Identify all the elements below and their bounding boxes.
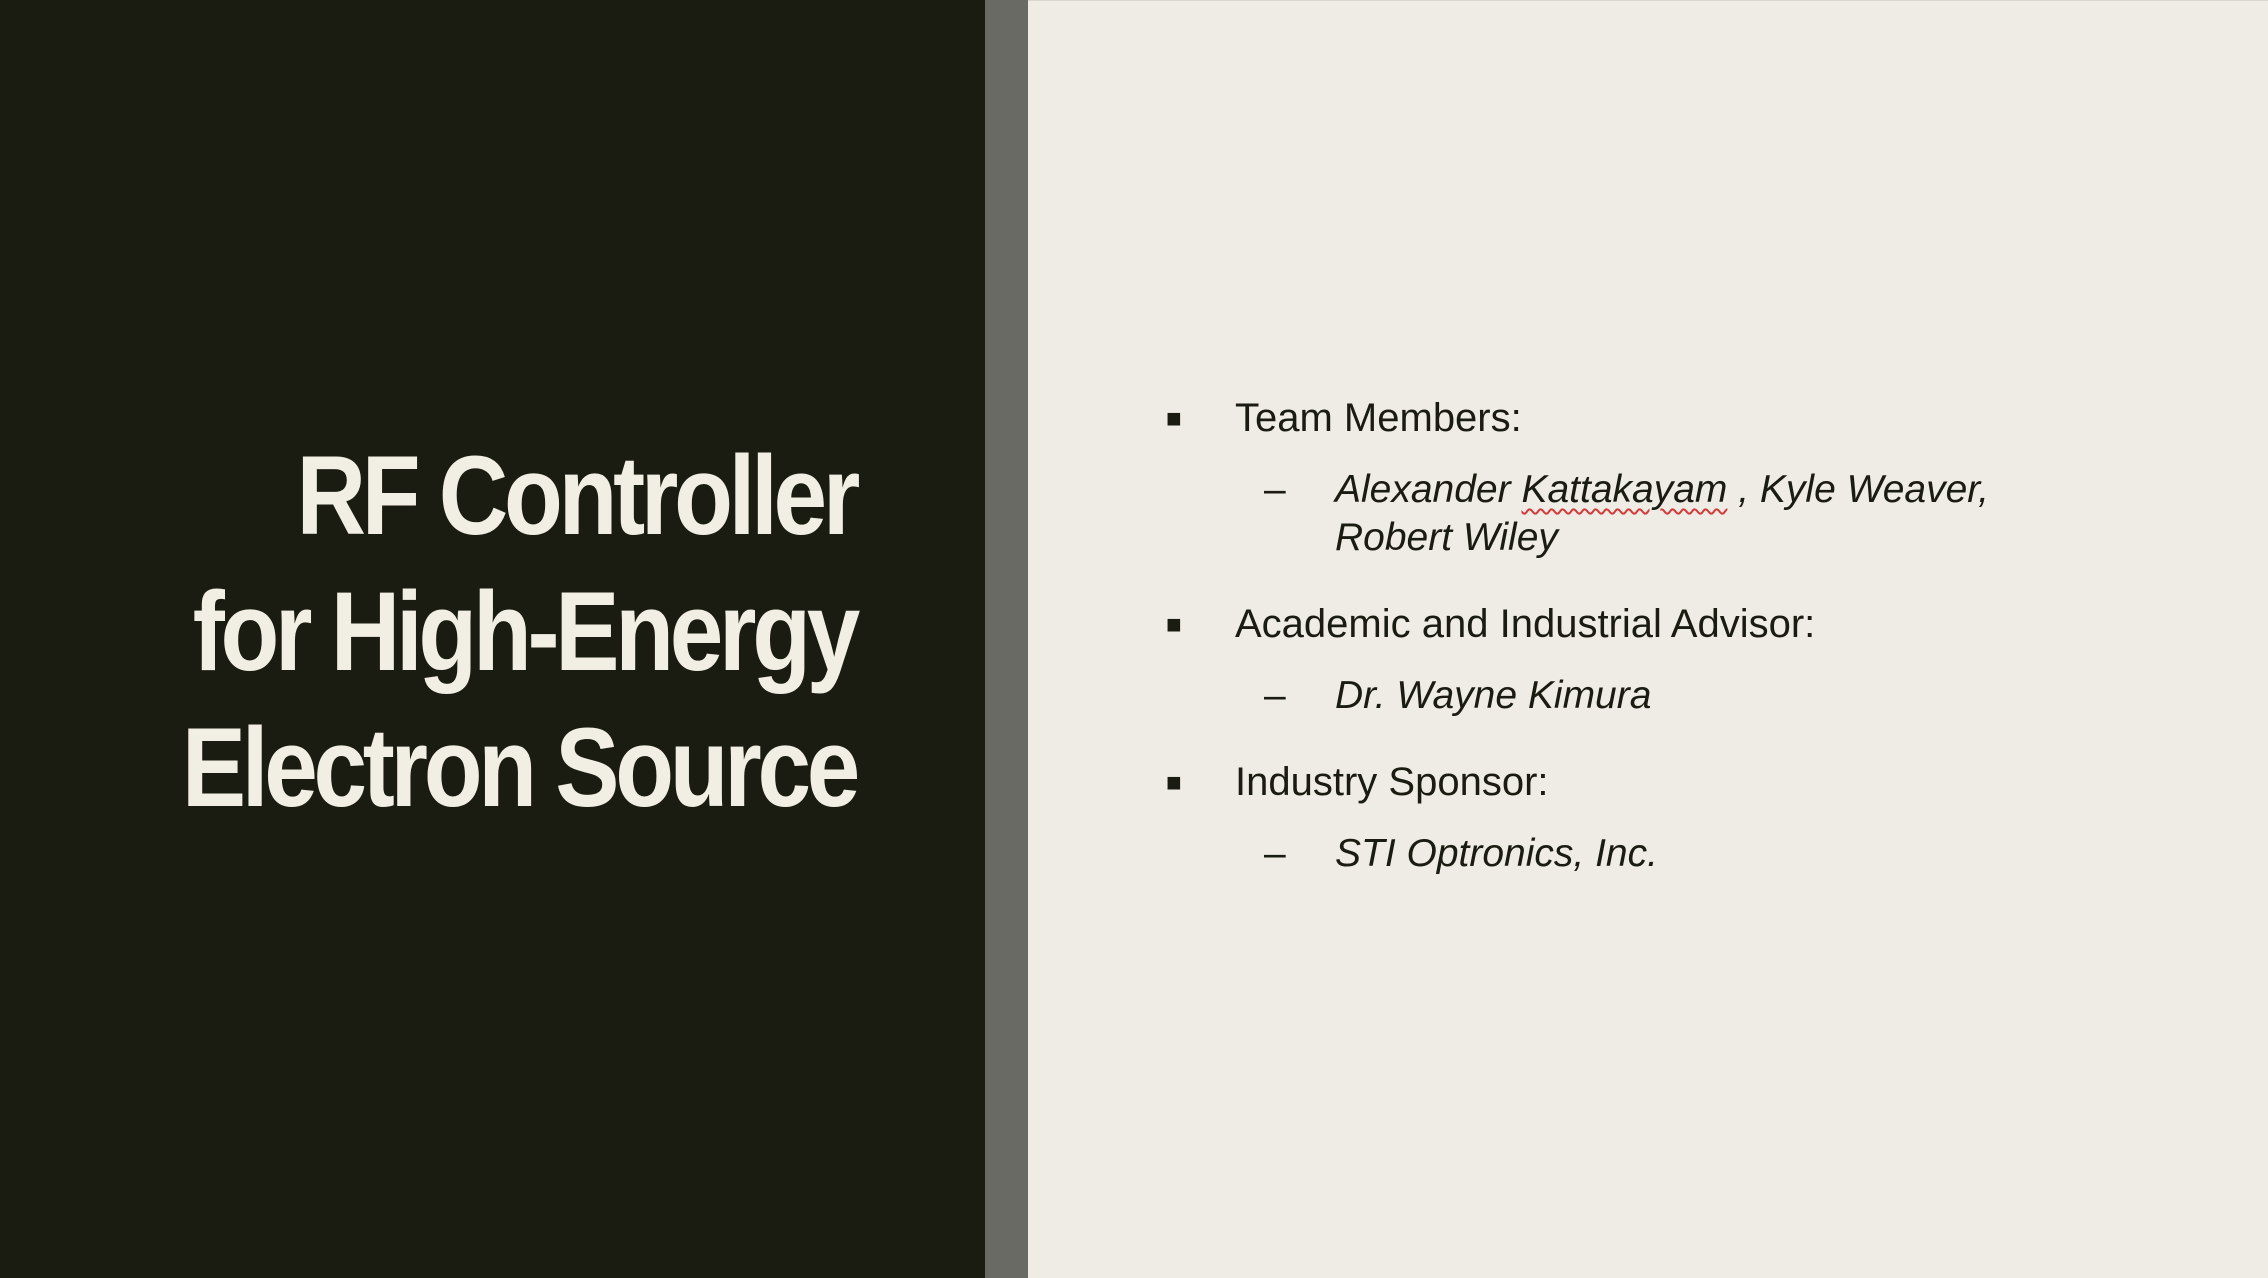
content-placeholder[interactable]: ■ Team Members: – Alexander Kattakayam ,… [1160, 392, 2160, 878]
dash-icon: – [1264, 674, 1286, 717]
dash-icon: – [1264, 468, 1286, 511]
sub-bullet-team-names: – Alexander Kattakayam , Kyle Weaver, Ro… [1160, 466, 2160, 562]
bullet-label: Industry Sponsor: [1235, 760, 1549, 804]
name-text: Alexander [1335, 468, 1522, 511]
sub-bullet-sponsor-name: – STI Optronics, Inc. [1160, 830, 2160, 878]
sub-bullet-text: Dr. Wayne Kimura [1335, 674, 1652, 717]
title-panel: RF Controller for High-Energy Electron S… [0, 0, 985, 1278]
spellcheck-flagged-word[interactable]: Kattakayam [1521, 468, 1728, 511]
content-panel [1028, 0, 2268, 1278]
slide-title[interactable]: RF Controller for High-Energy Electron S… [171, 428, 861, 836]
sub-bullet-text: STI Optronics, Inc. [1335, 832, 1658, 875]
bullet-label: Team Members: [1235, 396, 1522, 440]
sub-bullet-text: Alexander Kattakayam , Kyle Weaver, Robe… [1335, 466, 2075, 562]
square-bullet-icon: ■ [1166, 767, 1182, 797]
title-line-2: for High-Energy [192, 569, 861, 694]
title-line-1: RF Controller [296, 433, 861, 558]
sub-bullet-advisor-name: – Dr. Wayne Kimura [1160, 672, 2160, 720]
accent-divider-bar [985, 0, 1028, 1278]
bullet-sponsor: ■ Industry Sponsor: [1160, 756, 2160, 808]
name-text: , Kyle Weaver, Robert Wiley [1335, 468, 1989, 559]
bullet-label: Academic and Industrial Advisor: [1235, 602, 1816, 646]
dash-icon: – [1264, 832, 1286, 875]
square-bullet-icon: ■ [1166, 609, 1182, 639]
square-bullet-icon: ■ [1166, 403, 1182, 433]
bullet-advisor: ■ Academic and Industrial Advisor: [1160, 598, 2160, 650]
bullet-team-members: ■ Team Members: [1160, 392, 2160, 444]
title-line-3: Electron Source [181, 705, 860, 830]
